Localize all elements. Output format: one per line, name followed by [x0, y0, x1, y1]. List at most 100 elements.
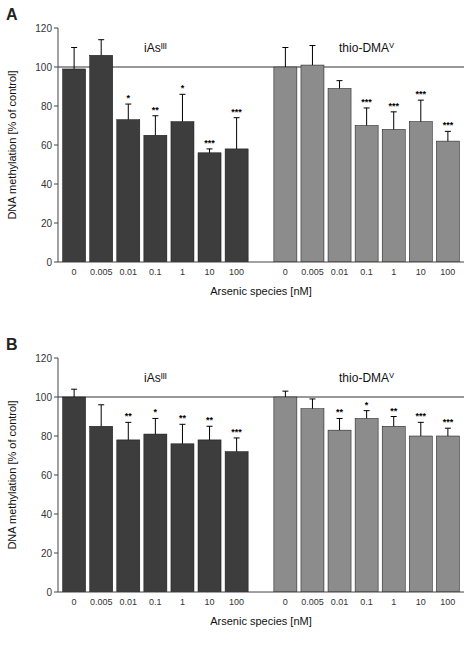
- x-tick-label: 0.005: [301, 267, 324, 277]
- y-tick-label: 0: [46, 587, 52, 598]
- error-cap: [125, 422, 131, 423]
- error-cap: [179, 94, 185, 95]
- y-tick: [54, 184, 58, 185]
- y-axis-label: DNA methylation [% of control]: [6, 70, 18, 219]
- error-bar: [282, 48, 288, 68]
- error-stem: [128, 104, 129, 120]
- panel-label: A: [6, 6, 18, 23]
- significance-label: ***: [204, 138, 215, 148]
- bar: [301, 409, 324, 592]
- x-axis-label: Arsenic species [nM]: [210, 285, 311, 297]
- bar: [117, 440, 140, 592]
- error-stem: [420, 422, 421, 436]
- y-tick-label: 120: [35, 23, 52, 34]
- y-tick-label: 40: [41, 179, 53, 190]
- group-label: iAsᴵᴵᴵ: [144, 371, 167, 385]
- error-stem: [447, 131, 448, 141]
- error-stem: [366, 108, 367, 126]
- error-bar: [309, 399, 315, 409]
- bar: [355, 418, 378, 592]
- error-stem: [420, 100, 421, 121]
- error-stem: [209, 149, 210, 153]
- y-tick: [54, 28, 58, 29]
- error-bar: [418, 422, 424, 436]
- x-tick-label: 100: [440, 597, 455, 607]
- x-tick-label: 10: [416, 597, 426, 607]
- error-cap: [418, 422, 424, 423]
- significance-label: **: [125, 411, 133, 421]
- bar: [328, 430, 351, 592]
- y-tick: [54, 358, 58, 359]
- y-tick-label: 100: [35, 62, 52, 73]
- y-axis-label: DNA methylation [% of control]: [6, 400, 18, 549]
- error-bar: [364, 411, 370, 419]
- error-stem: [182, 94, 183, 121]
- error-bar: [364, 108, 370, 126]
- significance-label: ***: [416, 89, 427, 99]
- y-tick: [54, 145, 58, 146]
- significance-label: *: [365, 400, 369, 410]
- x-tick-label: 0.005: [90, 597, 113, 607]
- bar: [328, 88, 351, 262]
- y-tick: [54, 475, 58, 476]
- x-tick-label: 0.01: [120, 267, 138, 277]
- x-tick-label: 100: [229, 267, 244, 277]
- error-cap: [234, 117, 240, 118]
- y-tick-label: 80: [41, 101, 53, 112]
- error-cap: [309, 398, 315, 399]
- error-cap: [98, 39, 104, 40]
- error-bar: [282, 391, 288, 397]
- significance-label: *: [127, 93, 131, 103]
- y-tick-label: 40: [41, 509, 53, 520]
- error-cap: [125, 104, 131, 105]
- significance-label: *: [181, 83, 185, 93]
- error-cap: [282, 47, 288, 48]
- y-tick: [54, 67, 58, 68]
- error-bar: [391, 112, 397, 130]
- x-tick-label: 10: [205, 597, 215, 607]
- error-cap: [207, 148, 213, 149]
- x-tick-label: 10: [205, 267, 215, 277]
- error-cap: [337, 418, 343, 419]
- reference-line: [58, 397, 464, 398]
- error-bar: [152, 418, 158, 434]
- error-bar: [98, 40, 104, 56]
- error-cap: [98, 404, 104, 405]
- y-tick: [54, 106, 58, 107]
- y-tick: [54, 223, 58, 224]
- error-cap: [71, 389, 77, 390]
- error-stem: [209, 426, 210, 440]
- bar: [90, 55, 113, 262]
- significance-label: ***: [388, 101, 399, 111]
- error-stem: [182, 424, 183, 444]
- error-stem: [101, 40, 102, 56]
- bar: [171, 122, 194, 262]
- error-bar: [309, 46, 315, 66]
- error-cap: [152, 115, 158, 116]
- bar: [117, 120, 140, 262]
- plot-area: [58, 389, 464, 592]
- error-stem: [312, 399, 313, 409]
- error-cap: [418, 100, 424, 101]
- x-tick-label: 0.01: [120, 597, 138, 607]
- panel: B*********************iAsᴵᴵᴵthio-DMAⱽ020…: [6, 336, 464, 627]
- error-bar: [418, 100, 424, 121]
- reference-line: [58, 67, 464, 68]
- error-stem: [393, 112, 394, 130]
- error-bar: [152, 116, 158, 136]
- y-tick: [54, 514, 58, 515]
- error-stem: [101, 405, 102, 426]
- y-tick-label: 100: [35, 392, 52, 403]
- error-cap: [445, 131, 451, 132]
- bar: [382, 129, 405, 262]
- error-stem: [312, 46, 313, 66]
- x-tick-label: 100: [440, 267, 455, 277]
- error-stem: [236, 118, 237, 149]
- y-tick-label: 60: [41, 470, 53, 481]
- y-tick-label: 120: [35, 353, 52, 364]
- significance-label: **: [152, 105, 160, 115]
- bar: [198, 440, 221, 592]
- y-tick-label: 20: [41, 548, 53, 559]
- error-bar: [98, 405, 104, 426]
- y-tick: [54, 397, 58, 398]
